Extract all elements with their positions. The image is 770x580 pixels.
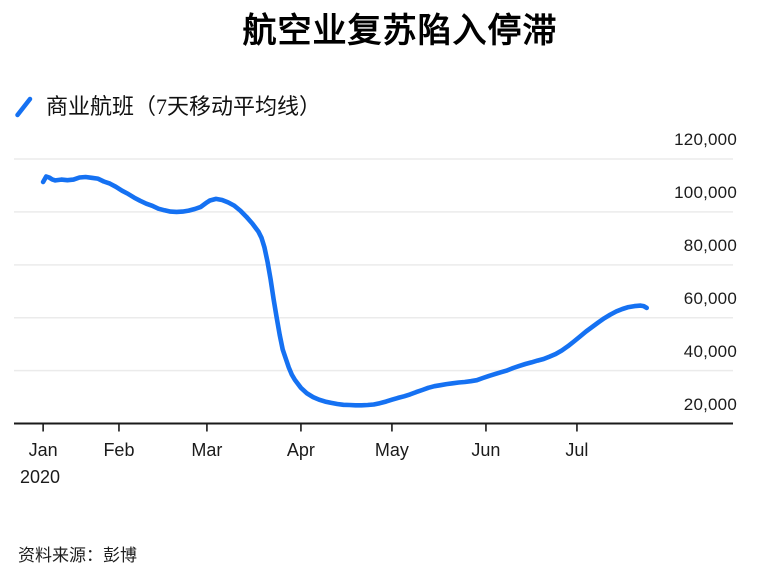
source-attribution: 资料来源：彭博 (18, 546, 137, 565)
x-axis-month-label: Mar (191, 440, 223, 460)
y-axis-label: 60,000 (683, 288, 737, 308)
x-axis-month-label: Jan (28, 440, 58, 460)
x-axis-month-label: May (374, 440, 409, 460)
y-axis-label: 40,000 (683, 341, 737, 361)
x-axis-month-label: Apr (286, 440, 315, 460)
legend: 商业航班（7天移动平均线） (15, 92, 321, 122)
x-axis-month-label: Jul (565, 440, 589, 460)
x-axis-year-label: 2020 (20, 467, 61, 487)
flights-series-line (40, 174, 650, 408)
y-axis-label: 100,000 (674, 182, 737, 202)
legend-marker-line (15, 96, 33, 118)
x-axis-month-label: Feb (103, 440, 135, 460)
y-axis-label: 20,000 (683, 394, 737, 414)
legend-line-marker-icon (15, 96, 33, 118)
legend-series-label: 商业航班（7天移动平均线） (46, 94, 322, 119)
y-axis-label: 120,000 (674, 130, 737, 149)
chart-title: 航空业复苏陷入停滞 (242, 13, 558, 50)
y-axis-label: 80,000 (683, 235, 737, 255)
x-axis-month-label: Jun (471, 440, 501, 460)
